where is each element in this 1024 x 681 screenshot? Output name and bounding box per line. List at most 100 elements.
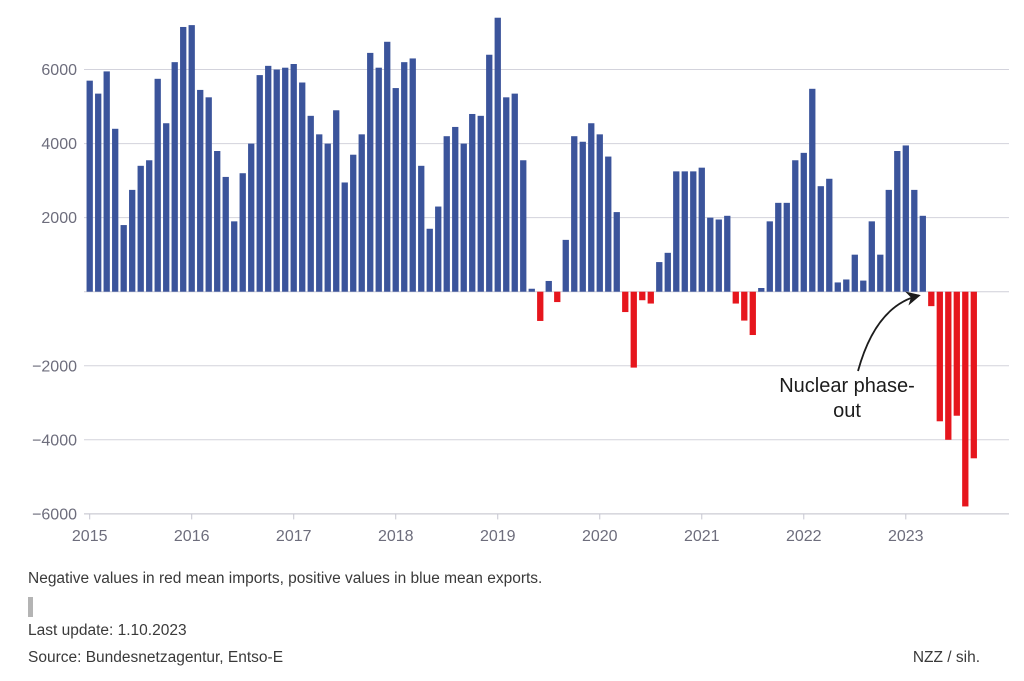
- bar-2023-07: [953, 291, 960, 416]
- bar-2015-09: [154, 78, 161, 292]
- bar-2017-06: [333, 110, 340, 292]
- x-tick-label-2019: 2019: [480, 528, 516, 545]
- bar-2016-09: [256, 75, 263, 292]
- bar-2018-10: [469, 113, 476, 292]
- bar-2020-11: [681, 171, 688, 292]
- bar-2017-08: [350, 154, 357, 292]
- x-tick-label-2023: 2023: [888, 528, 924, 545]
- bar-2022-04: [826, 178, 833, 292]
- bar-2019-01: [494, 17, 501, 292]
- net-electricity-exports-bar-chart: 6000 4000 2000 −2000 −4000 −6000 2015 2016 2017…: [32, 17, 1009, 545]
- bar-2022-05: [834, 282, 841, 292]
- y-axis-labels: 6000 4000 2000 −2000 −4000 −6000: [32, 62, 77, 523]
- bar-2017-04: [316, 134, 323, 292]
- source-text: Source: Bundesnetzagentur, Entso-E: [28, 649, 284, 666]
- bar-2017-07: [341, 182, 348, 292]
- bar-2021-06: [741, 291, 748, 321]
- bar-2017-09: [358, 134, 365, 292]
- bar-2021-05: [732, 291, 739, 304]
- bar-2021-01: [698, 167, 705, 292]
- bar-2021-11: [783, 202, 790, 292]
- bar-2019-03: [511, 93, 518, 292]
- bar-2019-12: [588, 123, 595, 292]
- bar-2022-09: [868, 221, 875, 292]
- bar-2020-12: [690, 171, 697, 292]
- bar-2018-03: [409, 58, 416, 292]
- bar-2015-08: [146, 160, 153, 292]
- bar-2022-06: [843, 279, 850, 292]
- bar-2017-01: [290, 64, 297, 292]
- bar-2018-02: [401, 62, 408, 292]
- x-axis-labels: 2015 2016 2017 2018 2019 2020 2021 2022 2023: [72, 528, 924, 545]
- bar-2015-01: [86, 80, 93, 292]
- bar-2017-11: [375, 67, 382, 292]
- bars: [86, 17, 977, 507]
- y-tick-label-2000: 2000: [41, 210, 77, 227]
- bar-2020-07: [647, 291, 654, 304]
- bar-2023-09: [970, 291, 977, 459]
- bar-2022-02: [809, 88, 816, 292]
- bar-2016-07: [239, 173, 246, 292]
- bar-2023-06: [945, 291, 952, 440]
- bar-2020-09: [664, 252, 671, 292]
- bar-2017-10: [367, 52, 374, 292]
- legend-note: Negative values in red mean imports, pos…: [28, 570, 543, 587]
- bar-2020-05: [630, 291, 637, 368]
- bar-2016-05: [222, 176, 229, 292]
- bar-2021-12: [792, 160, 799, 292]
- x-tick-label-2015: 2015: [72, 528, 108, 545]
- bar-2019-06: [537, 291, 544, 321]
- bar-2019-04: [520, 160, 527, 292]
- bar-2015-11: [171, 62, 178, 292]
- bar-2018-11: [477, 115, 484, 292]
- bar-2021-03: [715, 219, 722, 292]
- bar-2016-03: [205, 97, 212, 292]
- bar-2015-04: [112, 128, 119, 292]
- x-axis: [84, 513, 1009, 520]
- bar-2023-04: [928, 291, 935, 307]
- bar-2015-10: [163, 123, 170, 292]
- bar-2020-01: [596, 134, 603, 292]
- bar-2022-10: [877, 254, 884, 292]
- bar-2018-09: [460, 143, 467, 292]
- note-caret-bar: [28, 597, 33, 617]
- bar-2019-11: [579, 141, 586, 292]
- bar-2018-08: [452, 126, 459, 292]
- bar-2017-12: [384, 41, 391, 292]
- bar-2017-05: [324, 143, 331, 292]
- bar-2018-07: [443, 136, 450, 292]
- bar-2019-05: [528, 288, 535, 292]
- bar-2021-09: [766, 221, 773, 292]
- y-tick-label-6000: 6000: [41, 62, 77, 79]
- annotation-line2: out: [833, 400, 861, 422]
- bar-2020-04: [622, 291, 629, 313]
- credit-text: NZZ / sih.: [912, 649, 980, 666]
- bar-2015-03: [103, 71, 110, 292]
- x-tick-label-2016: 2016: [174, 528, 210, 545]
- bar-2015-12: [180, 26, 187, 292]
- bar-2016-08: [248, 143, 255, 292]
- x-tick-label-2022: 2022: [786, 528, 822, 545]
- bar-2021-07: [749, 291, 756, 336]
- bar-2022-03: [817, 186, 824, 292]
- y-tick-label--4000: −4000: [32, 432, 77, 449]
- bar-2016-10: [265, 65, 272, 292]
- bar-2021-10: [775, 202, 782, 292]
- bar-2023-08: [962, 291, 969, 507]
- bar-2020-08: [656, 262, 663, 292]
- bar-2021-04: [724, 215, 731, 292]
- bar-2020-10: [673, 171, 680, 292]
- bar-2021-02: [707, 217, 714, 292]
- bar-2016-01: [188, 25, 195, 292]
- bar-2021-08: [758, 288, 765, 292]
- x-tick-label-2017: 2017: [276, 528, 312, 545]
- annotation-line1: Nuclear phase-: [779, 375, 915, 397]
- bar-2023-05: [936, 291, 943, 422]
- bar-2017-02: [299, 82, 306, 292]
- bar-2019-02: [503, 97, 510, 292]
- bar-2016-12: [282, 67, 289, 292]
- bar-2018-06: [435, 206, 442, 292]
- x-tick-label-2020: 2020: [582, 528, 618, 545]
- bar-2019-08: [554, 291, 561, 303]
